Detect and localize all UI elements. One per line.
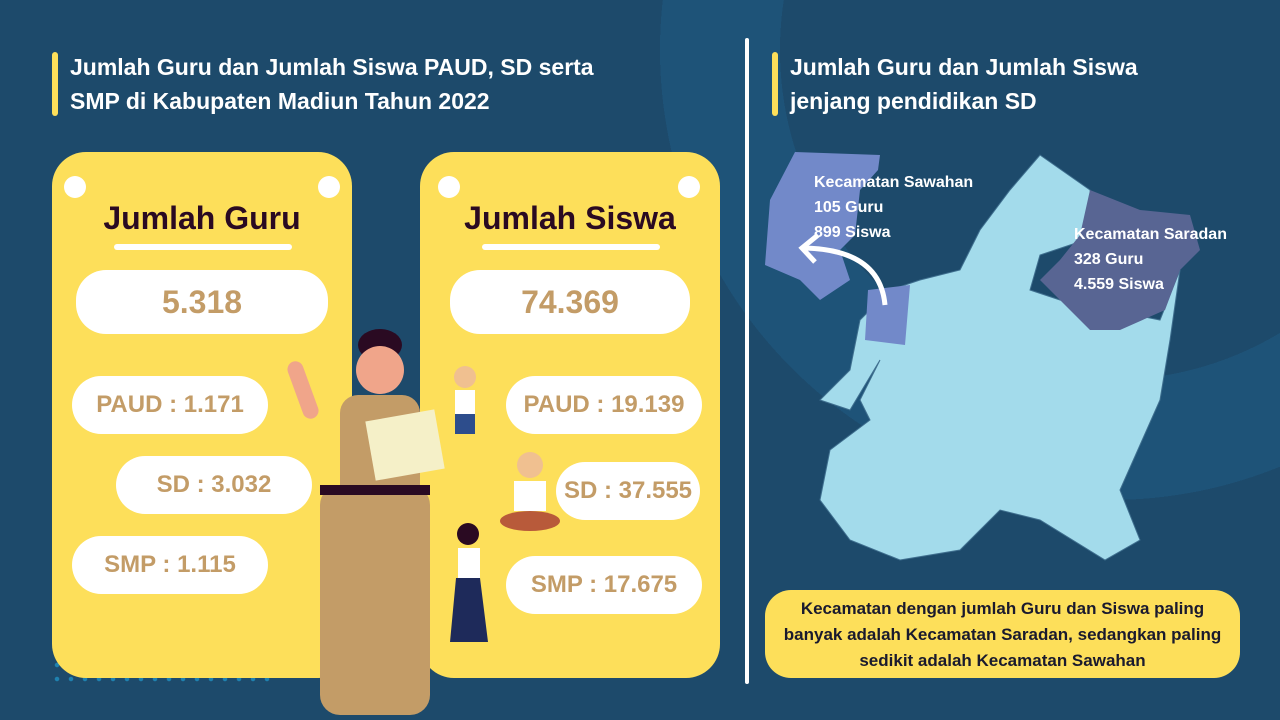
saradan-name: Kecamatan Saradan [1074, 226, 1227, 243]
card-hole [678, 176, 700, 198]
siswa-sd: SD : 37.555 [556, 462, 700, 520]
sawahan-label: Kecamatan Sawahan 105 Guru 899 Siswa [814, 170, 973, 245]
card-hole [64, 176, 86, 198]
right-title-line1: Jumlah Guru dan Jumlah Siswa [790, 54, 1138, 80]
card-hole [438, 176, 460, 198]
arrow-icon [804, 245, 888, 306]
student-illustration-reading [500, 452, 560, 531]
card-hole [318, 176, 340, 198]
siswa-paud: PAUD : 19.139 [506, 376, 702, 434]
sawahan-guru: 105 Guru [814, 199, 884, 216]
siswa-title: Jumlah Siswa [464, 200, 676, 236]
guru-title: Jumlah Guru [103, 200, 301, 236]
left-title: Jumlah Guru dan Jumlah Siswa PAUD, SD se… [52, 50, 594, 118]
summary-note: Kecamatan dengan jumlah Guru dan Siswa p… [765, 590, 1240, 678]
left-title-line1: Jumlah Guru dan Jumlah Siswa PAUD, SD se… [70, 54, 594, 80]
madiun-map [765, 152, 1200, 561]
guru-sd: SD : 3.032 [116, 456, 312, 514]
siswa-smp: SMP : 17.675 [506, 556, 702, 614]
guru-paud: PAUD : 1.171 [72, 376, 268, 434]
underline [114, 244, 292, 250]
left-title-line2: SMP di Kabupaten Madiun Tahun 2022 [70, 88, 490, 114]
guru-total: 5.318 [76, 270, 328, 334]
map-region-saradan [1040, 190, 1200, 330]
saradan-guru: 328 Guru [1074, 251, 1144, 268]
map-region-sawahan [765, 152, 910, 345]
teacher-illustration [287, 329, 445, 715]
sawahan-siswa: 899 Siswa [814, 224, 891, 241]
right-title: Jumlah Guru dan Jumlah Siswa jenjang pen… [772, 50, 1138, 118]
guru-smp: SMP : 1.115 [72, 536, 268, 594]
saradan-label: Kecamatan Saradan 328 Guru 4.559 Siswa [1074, 222, 1227, 297]
right-title-line2: jenjang pendidikan SD [790, 88, 1037, 114]
sawahan-name: Kecamatan Sawahan [814, 174, 974, 191]
saradan-siswa: 4.559 Siswa [1074, 276, 1164, 293]
siswa-total: 74.369 [450, 270, 690, 334]
divider [745, 38, 749, 684]
guru-card: Jumlah Guru 5.318 PAUD : 1.171 SD : 3.03… [52, 152, 352, 678]
student-illustration-girl [450, 523, 488, 642]
student-illustration-boy [454, 366, 476, 434]
underline [482, 244, 660, 250]
arrow-head-icon [798, 233, 820, 264]
